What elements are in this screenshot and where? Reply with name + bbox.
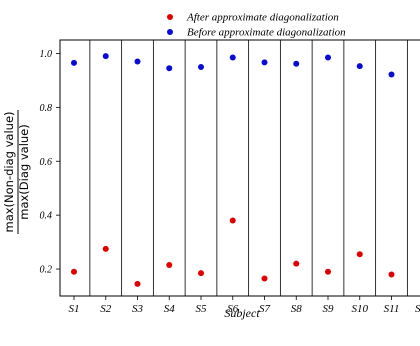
data-point-before (388, 71, 395, 78)
y-tick-label: 0.8 (40, 103, 53, 114)
data-point-after (293, 260, 300, 267)
data-point-before (293, 60, 300, 67)
data-point-after (102, 245, 109, 252)
data-point-before (325, 54, 331, 61)
data-point-after (261, 275, 268, 282)
data-point-after (71, 268, 77, 275)
plot-frame (59, 39, 420, 297)
data-point-before (229, 54, 236, 61)
x-tick-label: S3 (132, 303, 144, 315)
data-point-before (71, 59, 77, 66)
x-tick-label: S10 (352, 303, 369, 315)
data-point-before (102, 53, 109, 60)
x-tick-label: S5 (196, 303, 208, 315)
legend: After approximate diagonalization Before… (167, 12, 346, 39)
x-tick-label: S1 (69, 303, 80, 315)
y-axis-label-numerator: max(Non-diag value) (2, 111, 16, 232)
data-point-before (166, 65, 173, 72)
data-point-after (134, 280, 141, 287)
x-tick-label: S7 (259, 303, 271, 315)
plot-area: 0.2 0.4 0.6 0.8 1.0 S1 S2 S3 S4 S5 S6 S7 S8 S9 S10 S11… (40, 39, 420, 315)
legend-label-before: Before approximate diagonalization (187, 27, 346, 39)
x-tick-label: S12 (415, 303, 420, 315)
data-point-before (261, 59, 268, 66)
y-tick-label: 1.0 (40, 49, 53, 60)
data-point-after (166, 262, 173, 269)
x-tick-label: S9 (323, 303, 335, 315)
data-point-before (134, 58, 141, 65)
x-tick-label: S11 (384, 303, 400, 315)
y-tick-label: 0.2 (40, 265, 53, 276)
x-tick-label: S8 (291, 303, 303, 315)
x-axis-label: Subject (224, 306, 260, 320)
legend-marker-after (167, 14, 173, 20)
x-tick-label: S6 (227, 303, 239, 315)
y-axis-label: max(Non-diag value) max(Diag value) (2, 110, 31, 234)
y-tick-label: 0.6 (40, 157, 53, 168)
x-tick-label: S4 (164, 303, 176, 315)
x-tick-label: S2 (100, 303, 112, 315)
data-point-before (198, 63, 204, 70)
y-axis-label-denominator: max(Diag value) (17, 124, 31, 220)
data-point-after (198, 270, 204, 277)
data-point-before (356, 63, 363, 70)
data-point-after (388, 271, 395, 278)
x-axis-ticks: S1 S2 S3 S4 S5 S6 S7 S8 S9 S10 S11 S12 (69, 296, 420, 315)
data-point-after (356, 251, 363, 258)
legend-marker-before (167, 29, 173, 35)
y-axis-ticks: 0.2 0.4 0.6 0.8 1.0 (40, 49, 60, 276)
category-separators (89, 40, 408, 296)
data-point-after (325, 268, 331, 275)
legend-label-after: After approximate diagonalization (186, 12, 339, 24)
data-points (71, 53, 395, 287)
y-tick-label: 0.4 (40, 211, 53, 222)
data-point-after (229, 217, 236, 224)
